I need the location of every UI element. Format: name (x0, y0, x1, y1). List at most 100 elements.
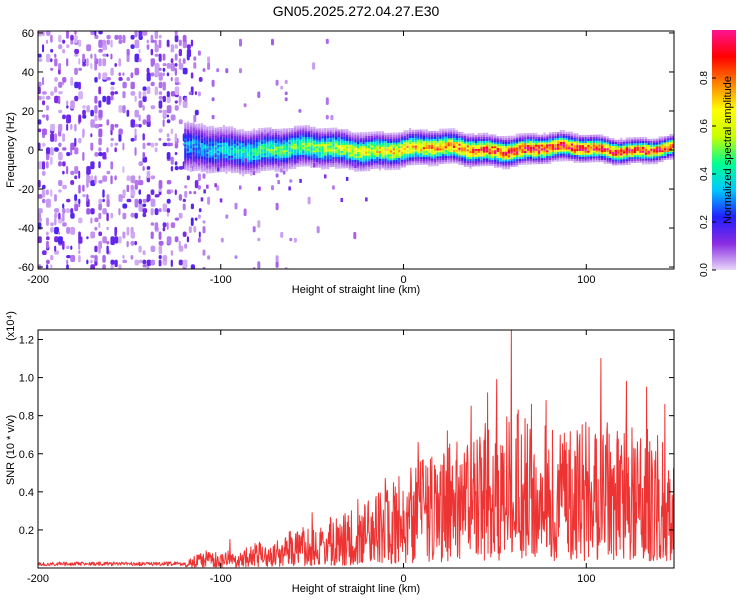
spectrogram-cell (280, 159, 283, 162)
spectrogram-cell (310, 150, 313, 153)
spectrogram-cell (285, 140, 288, 143)
spectrogram-cell (219, 170, 223, 173)
spectrogram-cell (42, 44, 45, 53)
spectrogram-cell (433, 148, 437, 151)
spectrogram-cell (384, 140, 387, 143)
spectrogram-cell (255, 157, 258, 160)
spectrogram-cell (192, 134, 195, 137)
spectrogram-cell (436, 146, 439, 149)
spectrogram-cell (367, 141, 371, 144)
spectrogram-cell (258, 163, 261, 166)
spectrogram-cell (222, 160, 225, 163)
spectrogram-cell (250, 161, 253, 164)
spectrogram-cell (318, 157, 321, 160)
spectrogram-cell (354, 138, 357, 141)
spectrogram-cell (483, 154, 486, 157)
spectrogram-cell (529, 135, 532, 138)
spectrogram-cell (568, 159, 571, 162)
spectrogram-cell (38, 128, 42, 133)
spectrogram-cell (472, 150, 475, 153)
spectrogram-cell (609, 142, 612, 145)
spectrogram-cell (406, 161, 409, 164)
spectrogram-cell (207, 196, 211, 205)
spectrogram-cell (384, 134, 387, 138)
spectrogram-cell (208, 141, 212, 144)
spectrogram-cell (211, 127, 214, 131)
spectrogram-cell (425, 158, 428, 161)
spectrogram-cell (247, 165, 250, 169)
spectrogram-cell (614, 155, 617, 158)
spectrogram-cell (280, 154, 283, 157)
spectrogram-cell (647, 150, 650, 153)
spectrogram-cell (669, 155, 672, 158)
spectrogram-cell (222, 163, 225, 167)
spectrogram-cell (551, 153, 554, 156)
spectrogram-cell (200, 136, 204, 140)
spectrogram-cell (130, 240, 135, 246)
spectrogram-cell (198, 77, 203, 82)
spectrogram-cell (158, 231, 162, 240)
spectrogram-cell (228, 153, 231, 156)
spectrogram-cell (252, 159, 256, 162)
spectrogram-cell (239, 162, 242, 165)
spectrogram-cell (46, 114, 49, 121)
spectrogram-cell (208, 145, 212, 148)
spectrogram-cell (384, 156, 387, 159)
spectrogram-cell (403, 147, 406, 150)
spectrogram-cell (543, 152, 546, 155)
spectrogram-cell (537, 156, 541, 159)
spectrogram-cell (518, 133, 522, 136)
spectrogram-cell (592, 154, 596, 157)
spectrogram-cell (367, 149, 371, 152)
spectrogram-cell (208, 165, 212, 168)
spectrogram-cell (285, 161, 288, 164)
spectrogram-cell (663, 151, 667, 155)
spectrogram-cell (345, 166, 349, 169)
spectrogram-cell (340, 148, 343, 151)
spectrogram-cell (304, 156, 308, 159)
spectrogram-cell (102, 44, 108, 51)
spectrogram-cell (266, 145, 269, 148)
spectrogram-cell (343, 160, 346, 163)
spectrogram-cell (38, 222, 42, 229)
spectrogram-cell (299, 127, 302, 130)
spectrogram-cell (299, 154, 302, 157)
spectrogram-cell (146, 67, 150, 74)
spectrogram-cell (658, 142, 661, 145)
spectrogram-cell (598, 154, 601, 157)
spectrogram-cell (184, 150, 187, 153)
spectrogram-cell (299, 133, 302, 136)
spectrogram-cell (230, 139, 234, 142)
spectrogram-cell (222, 132, 225, 135)
spectrogram-cell (142, 31, 148, 36)
spectrogram-cell (186, 150, 190, 153)
spectrogram-cell (222, 167, 225, 170)
spectrogram-cell (433, 136, 437, 139)
spectrogram-cell (98, 161, 101, 169)
spectrogram-cell (513, 162, 516, 166)
spectrogram-cell (275, 261, 279, 268)
spectrogram-cell (343, 162, 346, 165)
spectrogram-cell (258, 141, 261, 144)
spectrogram-cell (146, 86, 151, 95)
spectrogram-cell (581, 160, 585, 163)
spectrogram-cell (274, 146, 278, 149)
spectrogram-cell (138, 48, 141, 54)
spectrogram-cell (263, 151, 267, 154)
spectrogram-cell (491, 161, 494, 164)
spectrogram-cell (603, 138, 606, 141)
spectrogram-cell (299, 125, 302, 128)
spectrogram-cell (302, 137, 305, 140)
spectrogram-cell (458, 145, 461, 148)
spectrogram-cell (510, 151, 513, 154)
spectrogram-cell (321, 165, 324, 168)
spectrogram-cell (252, 149, 256, 153)
spectrogram-cell (452, 161, 456, 164)
spectrogram-cell (285, 159, 288, 162)
spectrogram-cell (455, 155, 458, 158)
spectrogram-cell (250, 169, 253, 172)
spectrogram-cell (592, 160, 596, 163)
spectrogram-cell (345, 156, 349, 159)
spectrogram-cell (46, 39, 49, 44)
spectrogram-cell (70, 245, 73, 250)
